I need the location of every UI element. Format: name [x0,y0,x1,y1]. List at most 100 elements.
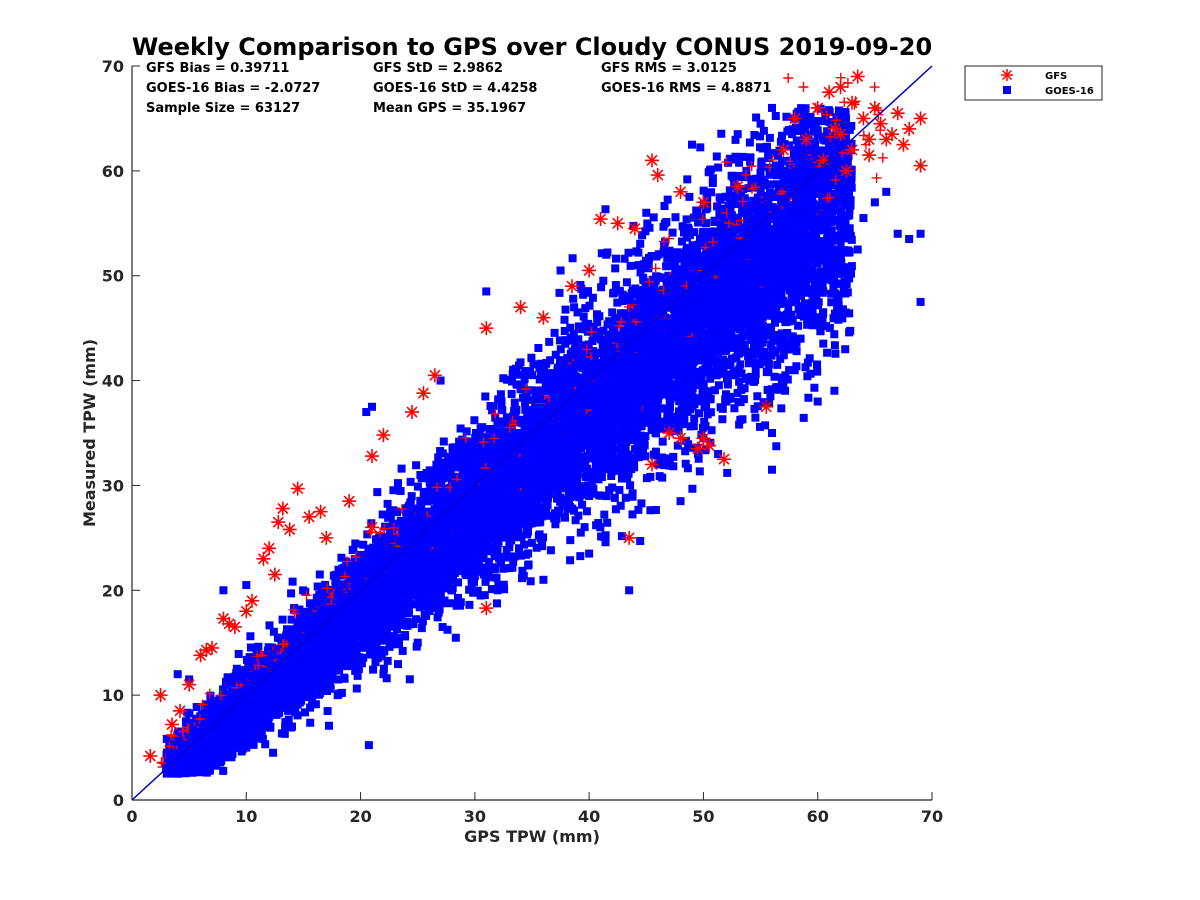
gfs-point [416,386,431,401]
one-to-one-line [131,65,933,801]
goes16-point [722,397,731,406]
goes16-point [413,638,422,647]
goes16-point [859,214,868,223]
gfs-point [862,148,877,163]
legend-label-goes16: GOES-16 [1045,86,1094,97]
gfs-point [822,85,837,100]
goes16-point [368,402,376,411]
gfs-point [717,452,731,467]
goes16-point [208,754,216,763]
goes16-point [893,229,902,238]
goes16-point [173,670,182,679]
x-axis-label: GPS TPW (mm) [464,827,600,846]
gfs-point [256,551,271,566]
goes16-point [585,549,594,558]
gfs-point [342,494,357,509]
gfs-point [173,703,187,718]
gfs-point [365,520,379,535]
x-tick-label: 70 [921,807,943,826]
goes16-point [539,575,548,584]
goes16-point [745,376,754,385]
goes16-point [242,743,251,752]
gfs-point [696,195,711,210]
goes16-point [825,271,834,280]
gfs-point [833,127,848,142]
goes16-point [882,187,891,196]
goes16-point [813,130,822,139]
legend-goes16-marker [1003,86,1011,94]
goes16-point [768,429,776,437]
legend: GFS GOES-16 [964,65,1103,101]
gfs-point [290,481,305,496]
goes16-point [796,334,805,343]
y-ticks: 0 10 20 30 40 50 60 70 [102,57,140,810]
gfs-point [845,95,859,110]
gfs-point [513,300,528,315]
goes16-point [916,229,925,238]
stat-goes-std: GOES-16 StD = 4.4258 [373,81,537,96]
gfs-point [365,449,379,464]
gfs-point [856,111,871,126]
goes16-point [476,591,485,600]
x-tick-label: 50 [692,807,714,826]
y-tick-label: 0 [113,791,124,810]
gfs-point [839,163,854,178]
gfs-point [690,441,705,456]
series-gfs [143,69,928,763]
gfs-point [759,399,774,414]
goes16-point [768,103,776,112]
gfs-point [427,368,442,383]
goes16-point [288,722,296,731]
goes16-point [808,313,816,322]
goes16-point [779,345,788,354]
gfs-point [673,184,688,199]
goes16-point [379,670,388,679]
goes16-point [916,297,925,306]
goes16-point [756,119,765,128]
legend-box [964,65,1103,101]
x-tick-label: 40 [578,807,600,826]
y-tick-label: 40 [102,372,124,391]
gfs-point [479,321,494,336]
gfs-point [536,310,551,325]
goes16-point [219,586,228,595]
goes16-point [836,240,845,249]
goes16-point [448,586,456,595]
x-tick-label: 20 [349,807,371,826]
gfs-point [850,69,865,84]
gfs-point [896,137,911,152]
gfs-point [405,405,419,420]
y-tick-label: 30 [102,476,124,495]
goes16-point [853,245,862,254]
gfs-point [319,530,334,545]
goes16-point [333,691,342,700]
goes16-point [688,140,696,149]
point-cloud [156,72,888,778]
gfs-point [153,688,168,703]
gfs-point [787,111,802,126]
gfs-point [650,168,665,183]
goes16-point [642,208,651,217]
gfs-point [182,677,197,692]
gfs-point [673,431,688,446]
y-tick-label: 60 [102,162,124,181]
goes16-point [676,497,685,506]
gfs-point [565,279,579,294]
gfs-point [479,601,494,616]
gfs-point [262,541,277,556]
goes16-point [436,376,445,385]
gfs-point [702,438,717,453]
stat-gfs-bias: GFS Bias = 0.39711 [146,61,289,76]
gfs-point [867,100,882,115]
goes16-point [602,250,611,259]
x-tick-label: 0 [126,807,137,826]
gfs-point [662,426,677,440]
legend-gfs-marker [1001,69,1013,81]
gfs-point [245,593,259,608]
gfs-point [622,530,637,545]
gfs-point [799,132,814,147]
gfs-point [730,179,745,194]
gfs-point [199,643,214,658]
stat-gfs-std: GFS StD = 2.9862 [373,61,503,76]
